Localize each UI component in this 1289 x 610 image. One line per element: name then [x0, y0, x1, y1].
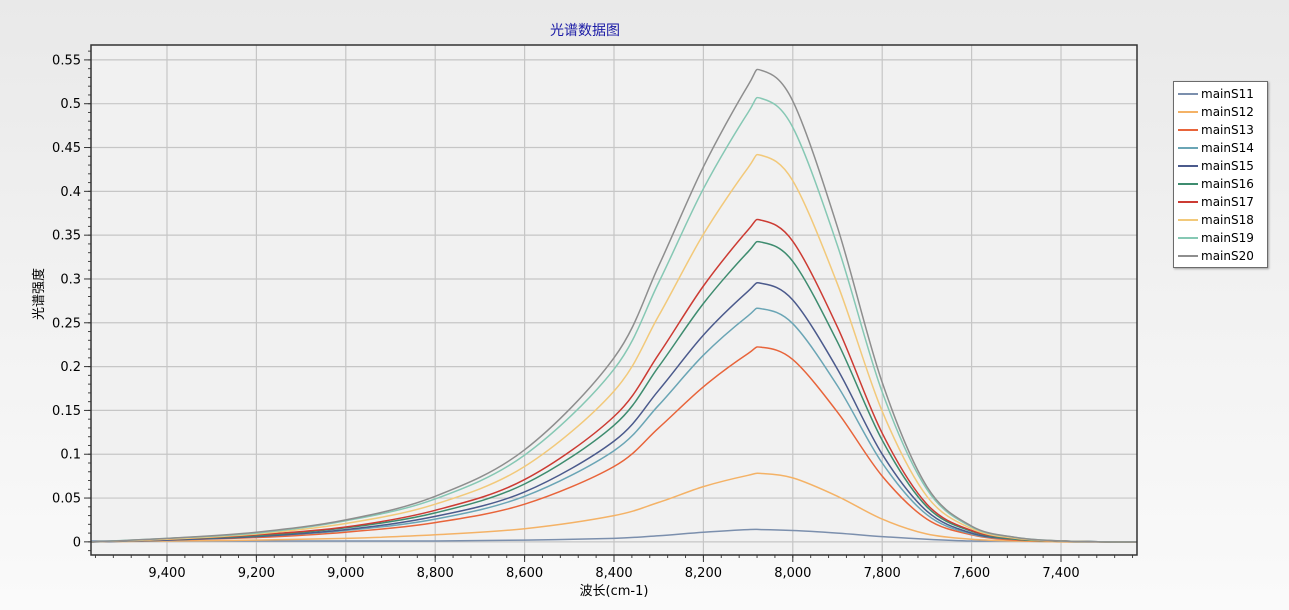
x-tick-label: 7,600 [953, 566, 990, 581]
y-tick-label: 0.3 [60, 272, 81, 287]
legend-item-mainS14: mainS14 [1174, 139, 1267, 157]
x-tick-label: 9,200 [238, 566, 275, 581]
y-tick-label: 0.2 [60, 360, 81, 375]
x-tick-label: 8,200 [685, 566, 722, 581]
legend-item-mainS19: mainS19 [1174, 229, 1267, 247]
y-tick-label: 0.15 [52, 404, 81, 419]
legend-swatch [1178, 165, 1198, 167]
legend-label: mainS11 [1201, 87, 1254, 101]
y-tick-label: 0 [73, 535, 81, 550]
y-tick-label: 0.4 [60, 185, 81, 200]
y-tick-label: 0.1 [60, 448, 81, 463]
legend-swatch [1178, 183, 1198, 185]
legend-swatch [1178, 237, 1198, 239]
legend-label: mainS17 [1201, 195, 1254, 209]
series-line-mainS20 [91, 68, 1137, 543]
y-tick-label: 0.5 [60, 97, 81, 112]
legend: mainS11 mainS12 mainS13 mainS14 mainS15 mainS… [1173, 81, 1268, 268]
legend-swatch [1178, 129, 1198, 131]
legend-label: mainS14 [1201, 141, 1254, 155]
legend-swatch [1178, 93, 1198, 95]
x-tick-label: 8,600 [506, 566, 543, 581]
legend-item-mainS11: mainS11 [1174, 85, 1267, 103]
plot-frame [90, 44, 1138, 556]
y-tick-label: 0.45 [52, 141, 81, 156]
legend-item-mainS20: mainS20 [1174, 247, 1267, 265]
legend-label: mainS16 [1201, 177, 1254, 191]
legend-item-mainS15: mainS15 [1174, 157, 1267, 175]
legend-label: mainS19 [1201, 231, 1254, 245]
x-tick-label: 9,400 [148, 566, 185, 581]
series-line-mainS17 [91, 218, 1137, 543]
legend-label: mainS20 [1201, 249, 1254, 263]
series-line-mainS12 [91, 472, 1137, 543]
legend-swatch [1178, 147, 1198, 149]
legend-item-mainS18: mainS18 [1174, 211, 1267, 229]
y-axis-label: 光谱强度 [32, 267, 47, 320]
legend-swatch [1178, 201, 1198, 203]
y-tick-label: 0.35 [52, 229, 81, 244]
y-tick-label: 0.25 [52, 316, 81, 331]
x-tick-label: 8,400 [595, 566, 632, 581]
series-line-mainS13 [91, 346, 1137, 543]
series-line-mainS16 [91, 240, 1137, 543]
legend-swatch [1178, 111, 1198, 113]
legend-label: mainS18 [1201, 213, 1254, 227]
x-tick-label: 7,800 [864, 566, 901, 581]
y-tick-label: 0.05 [52, 492, 81, 507]
chart-title: 光谱数据图 [550, 23, 620, 39]
legend-item-mainS12: mainS12 [1174, 103, 1267, 121]
legend-swatch [1178, 219, 1198, 221]
legend-label: mainS15 [1201, 159, 1254, 173]
legend-item-mainS13: mainS13 [1174, 121, 1267, 139]
x-tick-label: 8,000 [774, 566, 811, 581]
legend-swatch [1178, 255, 1198, 257]
legend-label: mainS12 [1201, 105, 1254, 119]
x-tick-label: 8,800 [417, 566, 454, 581]
legend-item-mainS16: mainS16 [1174, 175, 1267, 193]
legend-label: mainS13 [1201, 123, 1254, 137]
series-line-mainS15 [91, 282, 1137, 543]
x-tick-label: 7,400 [1042, 566, 1079, 581]
x-axis-label: 波长(cm-1) [579, 584, 649, 599]
legend-item-mainS17: mainS17 [1174, 193, 1267, 211]
y-tick-label: 0.55 [52, 53, 81, 68]
series-line-mainS18 [91, 153, 1137, 543]
x-tick-label: 9,000 [327, 566, 364, 581]
